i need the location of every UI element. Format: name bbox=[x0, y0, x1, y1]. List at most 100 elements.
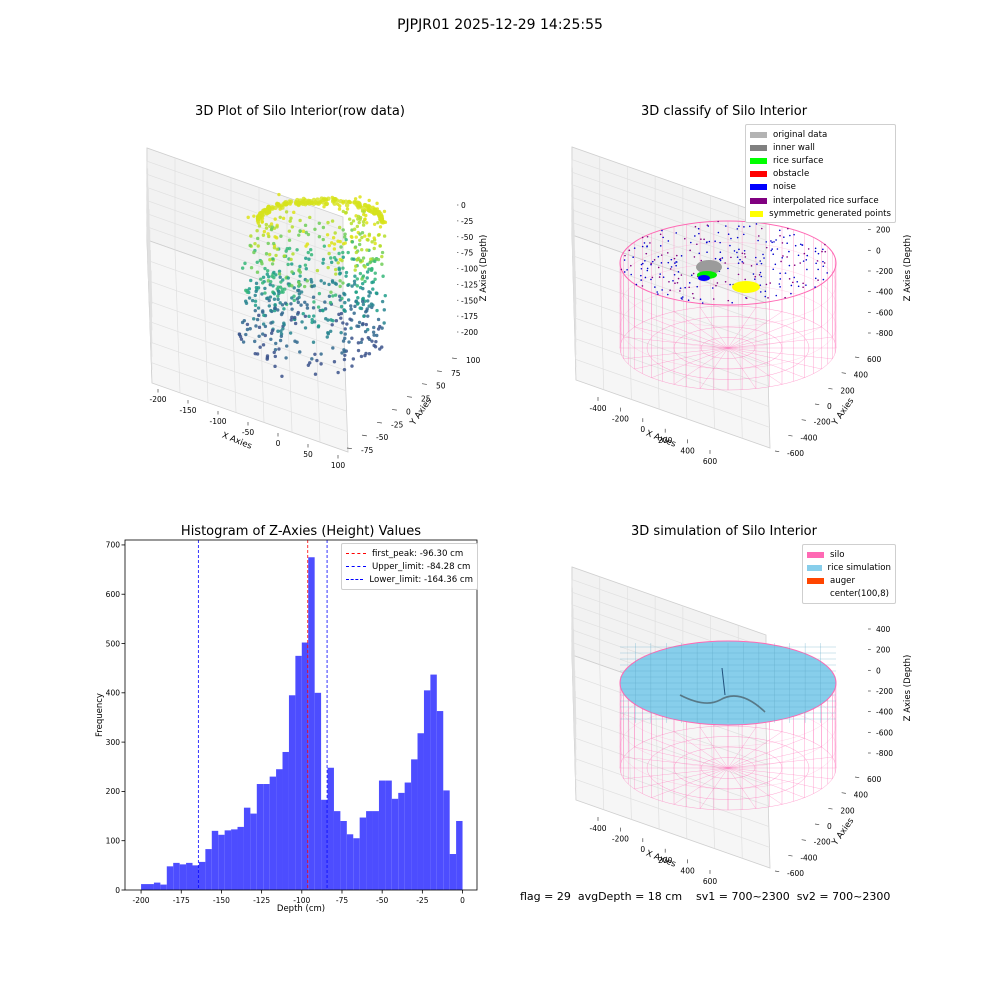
raw-point bbox=[341, 228, 345, 232]
raw-point bbox=[253, 241, 257, 246]
legend-label: silo bbox=[830, 549, 845, 560]
classify-surface-point bbox=[794, 244, 797, 247]
classify-surface-point bbox=[724, 280, 727, 283]
simulation-silo-floor-spoke bbox=[727, 731, 783, 769]
simulation-y-tick-label: -200 bbox=[814, 838, 831, 847]
classify-surface-point bbox=[623, 271, 626, 273]
classify-z-tick-label: -600 bbox=[876, 308, 893, 317]
raw-point bbox=[272, 270, 276, 275]
histogram-bar bbox=[256, 784, 264, 890]
raw-point bbox=[253, 339, 257, 344]
floor-grid bbox=[575, 778, 770, 848]
classify-surface-point bbox=[754, 275, 757, 278]
raw-point bbox=[363, 217, 367, 221]
raw-point bbox=[295, 248, 299, 252]
raw-point bbox=[304, 267, 308, 271]
raw-point bbox=[246, 215, 250, 220]
raw-point bbox=[292, 210, 296, 215]
classify-silo-floor-spoke bbox=[673, 311, 729, 349]
raw-point bbox=[277, 291, 281, 296]
raw-point bbox=[312, 320, 317, 324]
histogram-bar bbox=[411, 759, 418, 890]
classify-surface-point bbox=[759, 271, 762, 274]
floor-grid bbox=[151, 362, 348, 432]
raw-point bbox=[367, 304, 371, 308]
simulation-silo-floor-spoke bbox=[651, 767, 729, 798]
raw-point bbox=[243, 261, 247, 266]
raw-point bbox=[383, 220, 388, 225]
raw-point bbox=[360, 281, 365, 286]
back-grid bbox=[571, 159, 767, 228]
raw-point bbox=[349, 304, 353, 308]
legend-label: interpolated rice surface bbox=[773, 195, 879, 206]
raw-point bbox=[365, 270, 370, 274]
raw-point bbox=[341, 209, 345, 214]
classify-surface-point bbox=[796, 280, 799, 283]
histogram-bar bbox=[340, 820, 347, 890]
raw-y-tick-label: -25 bbox=[391, 420, 403, 429]
classify-surface-point bbox=[714, 240, 716, 242]
classify-surface-point bbox=[676, 281, 679, 284]
raw-top-point bbox=[363, 202, 368, 208]
classify-surface-point bbox=[661, 289, 663, 291]
raw-point bbox=[303, 263, 308, 267]
back-grid bbox=[146, 187, 344, 257]
raw-point bbox=[259, 260, 264, 264]
raw-point bbox=[360, 235, 364, 240]
raw-point bbox=[245, 322, 250, 327]
raw-point bbox=[343, 332, 347, 336]
raw-top-point bbox=[344, 203, 350, 208]
floor-grid bbox=[710, 703, 715, 849]
classify-surface-point bbox=[716, 282, 719, 284]
raw-point bbox=[338, 239, 342, 244]
legend-label: auger bbox=[830, 575, 855, 586]
raw-z-tick-label: -100 bbox=[461, 265, 478, 274]
classify-surface-point bbox=[793, 276, 795, 279]
raw-z-tick-label: -200 bbox=[461, 328, 478, 337]
raw-point bbox=[341, 250, 345, 255]
classify-surface-point bbox=[799, 243, 802, 246]
raw-point bbox=[364, 351, 368, 356]
floor-grid bbox=[573, 716, 768, 786]
classify-surface-point bbox=[632, 256, 634, 259]
raw-point bbox=[280, 303, 285, 307]
raw-point bbox=[244, 332, 248, 337]
raw-point bbox=[343, 232, 347, 236]
legend-label: rice simulation bbox=[827, 562, 891, 573]
classify-surface-point bbox=[799, 262, 801, 264]
simulation-silo-floor-spoke bbox=[727, 767, 783, 805]
classify-y-tick-label: 600 bbox=[867, 355, 882, 364]
raw-point bbox=[343, 327, 347, 331]
raw-point bbox=[378, 225, 383, 229]
raw-point bbox=[341, 266, 345, 270]
raw-point bbox=[273, 306, 277, 311]
floor-grid bbox=[599, 664, 605, 810]
raw-point bbox=[364, 310, 368, 314]
raw-y-tick bbox=[361, 434, 367, 437]
classify-surface-point bbox=[759, 284, 762, 286]
raw-x-tick-label: 100 bbox=[331, 461, 346, 470]
raw-point bbox=[346, 283, 350, 287]
classify-surface-point bbox=[692, 297, 695, 299]
classify-surface-point bbox=[730, 256, 732, 259]
raw-y-tick bbox=[391, 409, 397, 411]
histogram-bar bbox=[327, 767, 334, 890]
raw-point bbox=[269, 227, 274, 232]
simulation-y-tick bbox=[854, 776, 860, 779]
classify-x-axis-label: X Axies bbox=[644, 429, 677, 450]
floor-grid bbox=[148, 280, 345, 351]
simulation-silo-floor-spoke bbox=[651, 738, 729, 769]
histogram-bar bbox=[391, 798, 399, 890]
raw-point bbox=[334, 319, 339, 323]
raw-point bbox=[276, 294, 280, 298]
raw-y-tick-label: 25 bbox=[421, 395, 431, 404]
histogram-ref-lines bbox=[197, 540, 328, 890]
raw-x-tick-label: -100 bbox=[209, 417, 226, 426]
raw-point bbox=[358, 271, 363, 276]
raw-point bbox=[354, 250, 359, 255]
classify-surface-point bbox=[778, 229, 781, 232]
classify-surface-point bbox=[781, 256, 783, 259]
histogram-bar bbox=[153, 882, 161, 890]
classify-surface-point bbox=[624, 254, 626, 257]
raw-point bbox=[272, 350, 276, 355]
